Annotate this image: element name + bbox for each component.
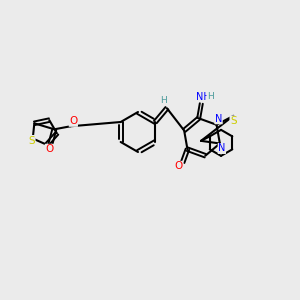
Text: H: H	[160, 96, 167, 105]
Text: H: H	[207, 92, 214, 101]
Text: N: N	[218, 143, 226, 154]
Text: N: N	[215, 114, 222, 124]
Text: NH: NH	[196, 92, 211, 101]
Text: S: S	[230, 116, 237, 126]
Text: O: O	[45, 144, 53, 154]
Text: S: S	[28, 136, 35, 146]
Text: O: O	[175, 161, 183, 171]
Text: O: O	[69, 116, 77, 126]
